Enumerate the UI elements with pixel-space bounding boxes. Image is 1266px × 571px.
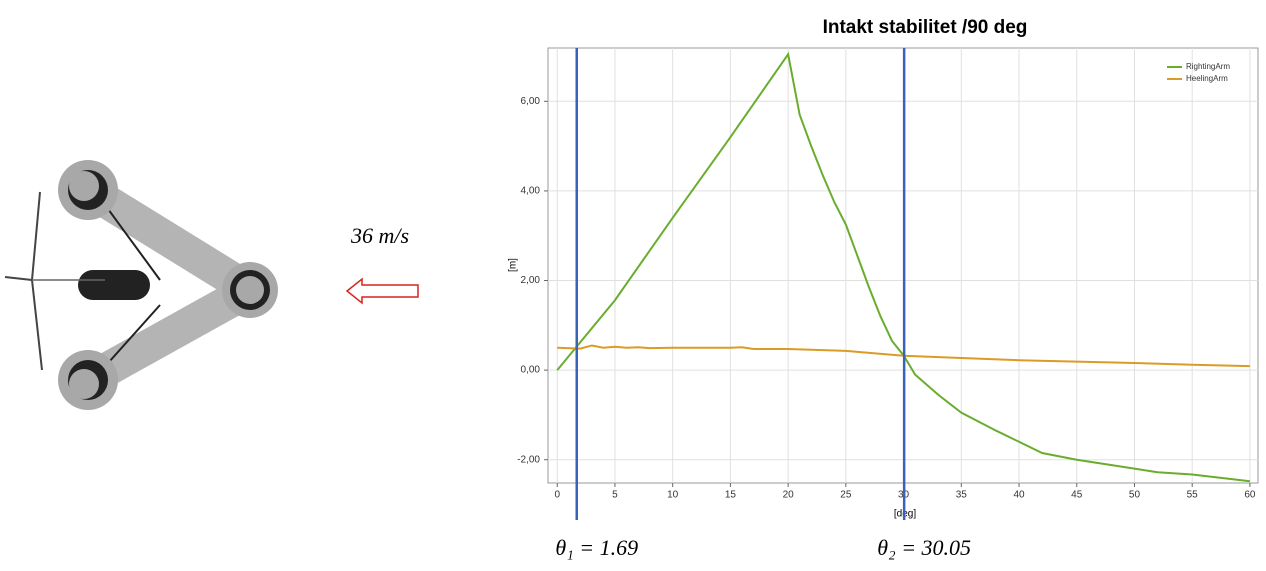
y-tick-label: 0,00	[521, 365, 541, 376]
float-inner	[69, 369, 99, 399]
arm	[79, 175, 259, 305]
y-tick-label: 4,00	[521, 186, 541, 197]
y-axis-label: [m]	[508, 258, 519, 272]
brace	[99, 197, 161, 281]
legend-label: HeelingArm	[1186, 74, 1228, 83]
x-tick-label: 35	[956, 490, 968, 501]
y-tick-label: -2,00	[517, 454, 540, 465]
x-tick-label: 10	[667, 490, 679, 501]
x-tick-label: 0	[554, 490, 560, 501]
series-line	[556, 51, 1251, 483]
legend-label: RightingArm	[1186, 62, 1230, 71]
threshold-label: θ₂ = 30.05	[877, 535, 971, 560]
y-tick-label: 2,00	[521, 275, 541, 286]
x-tick-label: 50	[1129, 490, 1141, 501]
x-tick-label: 45	[1071, 490, 1083, 501]
x-tick-label: 55	[1187, 490, 1199, 501]
arm	[79, 275, 259, 395]
threshold-label: θ₁ = 1.69	[555, 535, 638, 560]
x-tick-label: 60	[1244, 490, 1256, 501]
x-tick-label: 25	[840, 490, 852, 501]
turbine-diagram	[4, 160, 278, 410]
wind-arrow	[345, 277, 419, 305]
blade	[4, 276, 33, 281]
x-tick-label: 40	[1013, 490, 1025, 501]
series-line	[557, 344, 1250, 368]
x-tick-label: 20	[783, 490, 795, 501]
float-inner	[236, 276, 264, 304]
blade	[31, 279, 43, 371]
x-tick-label: 5	[612, 490, 618, 501]
x-tick-label: 15	[725, 490, 737, 501]
blade	[31, 191, 41, 281]
chart-title: Intakt stabilitet /90 deg	[823, 17, 1028, 38]
float-inner	[69, 171, 99, 201]
wind-speed: 36 m/s	[350, 223, 409, 248]
y-tick-label: 6,00	[521, 96, 541, 107]
nacelle	[78, 270, 150, 300]
